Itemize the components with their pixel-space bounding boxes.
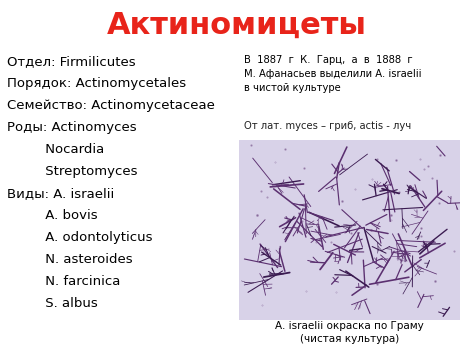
Text: Актиномицеты: Актиномицеты [107,11,367,40]
Text: A. odontolyticus: A. odontolyticus [7,231,153,244]
Text: Роды: Actinomyces: Роды: Actinomyces [7,121,137,134]
Text: Порядок: Actinomycetales: Порядок: Actinomycetales [7,77,186,90]
Text: N. asteroides: N. asteroides [7,253,133,266]
Text: Streptomyces: Streptomyces [7,165,137,178]
Text: Семейство: Actinomycetaceae: Семейство: Actinomycetaceae [7,99,215,112]
Text: Виды: A. israelii: Виды: A. israelii [7,187,114,200]
Text: N. farcinica: N. farcinica [7,275,120,288]
Text: A. israelii окраска по Граму
(чистая культура): A. israelii окраска по Граму (чистая кул… [275,321,424,344]
Text: От лат. myces – гриб, actis - луч: От лат. myces – гриб, actis - луч [244,121,411,131]
Text: В  1887  г  К.  Гарц,  а  в  1888  г
М. Афанасьев выделили A. israelii
в чистой : В 1887 г К. Гарц, а в 1888 г М. Афанасье… [244,55,421,93]
Text: S. albus: S. albus [7,297,98,310]
Text: A. bovis: A. bovis [7,209,98,222]
Text: Отдел: Firmilicutes: Отдел: Firmilicutes [7,55,136,68]
Text: Nocardia: Nocardia [7,143,104,156]
